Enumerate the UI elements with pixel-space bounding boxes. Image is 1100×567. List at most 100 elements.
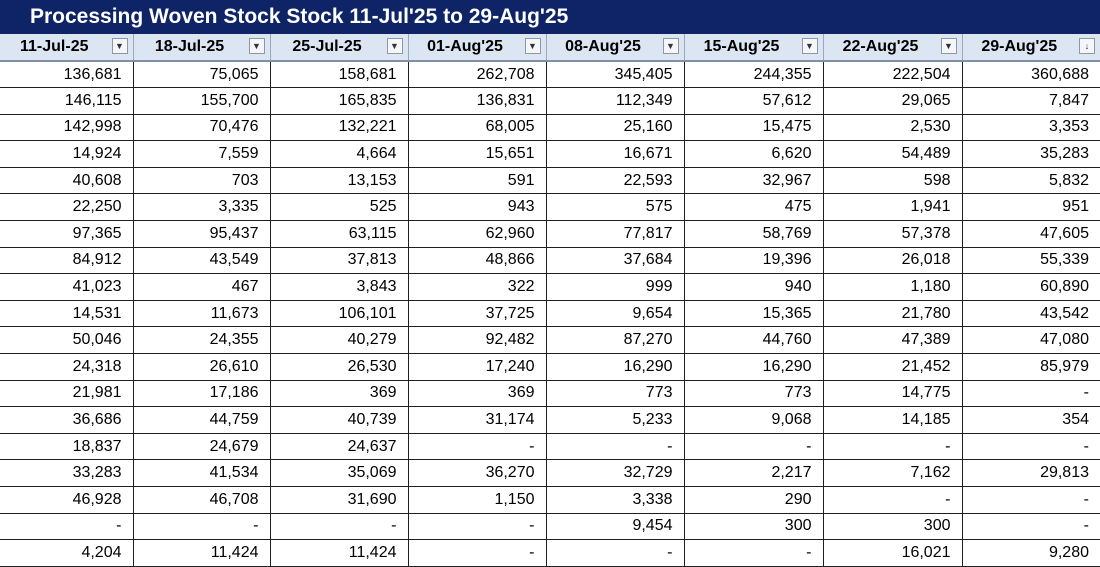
- table-cell[interactable]: 3,843: [269, 273, 408, 301]
- table-cell[interactable]: 9,654: [545, 300, 684, 328]
- table-cell[interactable]: 14,531: [0, 300, 133, 328]
- column-header-4[interactable]: 08-Aug'25 ▼: [545, 34, 684, 62]
- table-cell[interactable]: 21,780: [822, 300, 962, 328]
- table-cell[interactable]: 63,115: [269, 220, 408, 248]
- table-cell[interactable]: 525: [269, 193, 408, 222]
- table-cell[interactable]: 354: [961, 406, 1100, 434]
- table-cell[interactable]: 48,866: [407, 247, 546, 275]
- table-cell[interactable]: 4,664: [269, 140, 408, 168]
- table-cell[interactable]: 11,424: [269, 539, 408, 567]
- table-cell[interactable]: 57,378: [822, 220, 962, 248]
- column-header-1[interactable]: 18-Jul-25 ▼: [132, 34, 270, 62]
- table-cell[interactable]: 57,612: [683, 87, 823, 115]
- table-cell[interactable]: 244,355: [683, 61, 823, 89]
- table-cell[interactable]: -: [0, 513, 133, 541]
- table-cell[interactable]: 32,729: [545, 459, 684, 487]
- table-cell[interactable]: 136,831: [407, 87, 546, 115]
- table-cell[interactable]: 17,240: [407, 353, 546, 381]
- table-cell[interactable]: 3,353: [961, 114, 1100, 142]
- table-cell[interactable]: 47,605: [961, 220, 1100, 248]
- table-cell[interactable]: 369: [269, 380, 408, 408]
- table-cell[interactable]: 106,101: [269, 300, 408, 328]
- table-cell[interactable]: -: [683, 539, 823, 567]
- table-cell[interactable]: 43,549: [132, 247, 270, 275]
- table-cell[interactable]: 58,769: [683, 220, 823, 248]
- table-cell[interactable]: 84,912: [0, 247, 133, 275]
- table-cell[interactable]: 31,690: [269, 486, 408, 514]
- table-cell[interactable]: 158,681: [269, 61, 408, 89]
- table-cell[interactable]: 15,475: [683, 114, 823, 142]
- table-cell[interactable]: -: [407, 433, 546, 461]
- filter-dropdown-icon[interactable]: ▼: [111, 38, 128, 54]
- table-cell[interactable]: 75,065: [132, 61, 270, 89]
- table-cell[interactable]: 92,482: [407, 326, 546, 355]
- table-cell[interactable]: 46,928: [0, 486, 133, 514]
- table-cell[interactable]: 44,760: [683, 326, 823, 355]
- table-cell[interactable]: -: [961, 486, 1100, 514]
- table-cell[interactable]: 475: [683, 193, 823, 222]
- filter-dropdown-icon[interactable]: ▼: [940, 38, 957, 54]
- table-cell[interactable]: 16,290: [683, 353, 823, 381]
- table-cell[interactable]: 300: [683, 513, 823, 541]
- table-cell[interactable]: 97,365: [0, 220, 133, 248]
- table-cell[interactable]: -: [683, 433, 823, 461]
- table-cell[interactable]: 13,153: [269, 167, 408, 195]
- table-cell[interactable]: 6,620: [683, 140, 823, 168]
- table-cell[interactable]: -: [961, 513, 1100, 541]
- table-cell[interactable]: 1,941: [822, 193, 962, 222]
- table-cell[interactable]: -: [961, 380, 1100, 408]
- table-cell[interactable]: 112,349: [545, 87, 684, 115]
- table-cell[interactable]: 85,979: [961, 353, 1100, 381]
- table-cell[interactable]: 26,018: [822, 247, 962, 275]
- table-cell[interactable]: 9,280: [961, 539, 1100, 567]
- table-cell[interactable]: 16,021: [822, 539, 962, 567]
- table-cell[interactable]: 591: [407, 167, 546, 195]
- table-cell[interactable]: 77,817: [545, 220, 684, 248]
- table-cell[interactable]: 943: [407, 193, 546, 222]
- table-cell[interactable]: 165,835: [269, 87, 408, 115]
- table-cell[interactable]: 47,389: [822, 326, 962, 355]
- table-cell[interactable]: 54,489: [822, 140, 962, 168]
- table-cell[interactable]: -: [269, 513, 408, 541]
- table-cell[interactable]: 40,608: [0, 167, 133, 195]
- table-cell[interactable]: 60,890: [961, 273, 1100, 301]
- column-header-2[interactable]: 25-Jul-25 ▼: [269, 34, 408, 62]
- table-cell[interactable]: 703: [132, 167, 270, 195]
- table-cell[interactable]: 18,837: [0, 433, 133, 461]
- table-cell[interactable]: 36,686: [0, 406, 133, 434]
- table-cell[interactable]: 14,924: [0, 140, 133, 168]
- table-cell[interactable]: 37,684: [545, 247, 684, 275]
- table-cell[interactable]: 7,847: [961, 87, 1100, 115]
- filter-dropdown-icon[interactable]: ▼: [662, 38, 679, 54]
- table-cell[interactable]: 37,813: [269, 247, 408, 275]
- table-cell[interactable]: 22,250: [0, 193, 133, 222]
- table-cell[interactable]: 598: [822, 167, 962, 195]
- table-cell[interactable]: 7,559: [132, 140, 270, 168]
- table-cell[interactable]: 87,270: [545, 326, 684, 355]
- filter-dropdown-icon[interactable]: ▼: [524, 38, 541, 54]
- table-cell[interactable]: 14,775: [822, 380, 962, 408]
- table-cell[interactable]: 35,069: [269, 459, 408, 487]
- table-cell[interactable]: 9,454: [545, 513, 684, 541]
- table-cell[interactable]: 70,476: [132, 114, 270, 142]
- table-cell[interactable]: 15,651: [407, 140, 546, 168]
- column-header-5[interactable]: 15-Aug'25 ▼: [683, 34, 823, 62]
- table-cell[interactable]: 44,759: [132, 406, 270, 434]
- table-cell[interactable]: 136,681: [0, 61, 133, 89]
- column-header-0[interactable]: 11-Jul-25 ▼: [0, 34, 133, 62]
- table-cell[interactable]: 3,338: [545, 486, 684, 514]
- table-cell[interactable]: -: [961, 433, 1100, 461]
- filter-dropdown-icon[interactable]: ▼: [386, 38, 403, 54]
- table-cell[interactable]: 55,339: [961, 247, 1100, 275]
- table-cell[interactable]: 43,542: [961, 300, 1100, 328]
- table-cell[interactable]: 40,739: [269, 406, 408, 434]
- table-cell[interactable]: 95,437: [132, 220, 270, 248]
- table-cell[interactable]: 290: [683, 486, 823, 514]
- table-cell[interactable]: 47,080: [961, 326, 1100, 355]
- table-cell[interactable]: 951: [961, 193, 1100, 222]
- table-cell[interactable]: 222,504: [822, 61, 962, 89]
- table-cell[interactable]: 9,068: [683, 406, 823, 434]
- sort-filter-icon[interactable]: ↓: [1079, 38, 1095, 54]
- filter-dropdown-icon[interactable]: ▼: [248, 38, 265, 54]
- table-cell[interactable]: -: [545, 539, 684, 567]
